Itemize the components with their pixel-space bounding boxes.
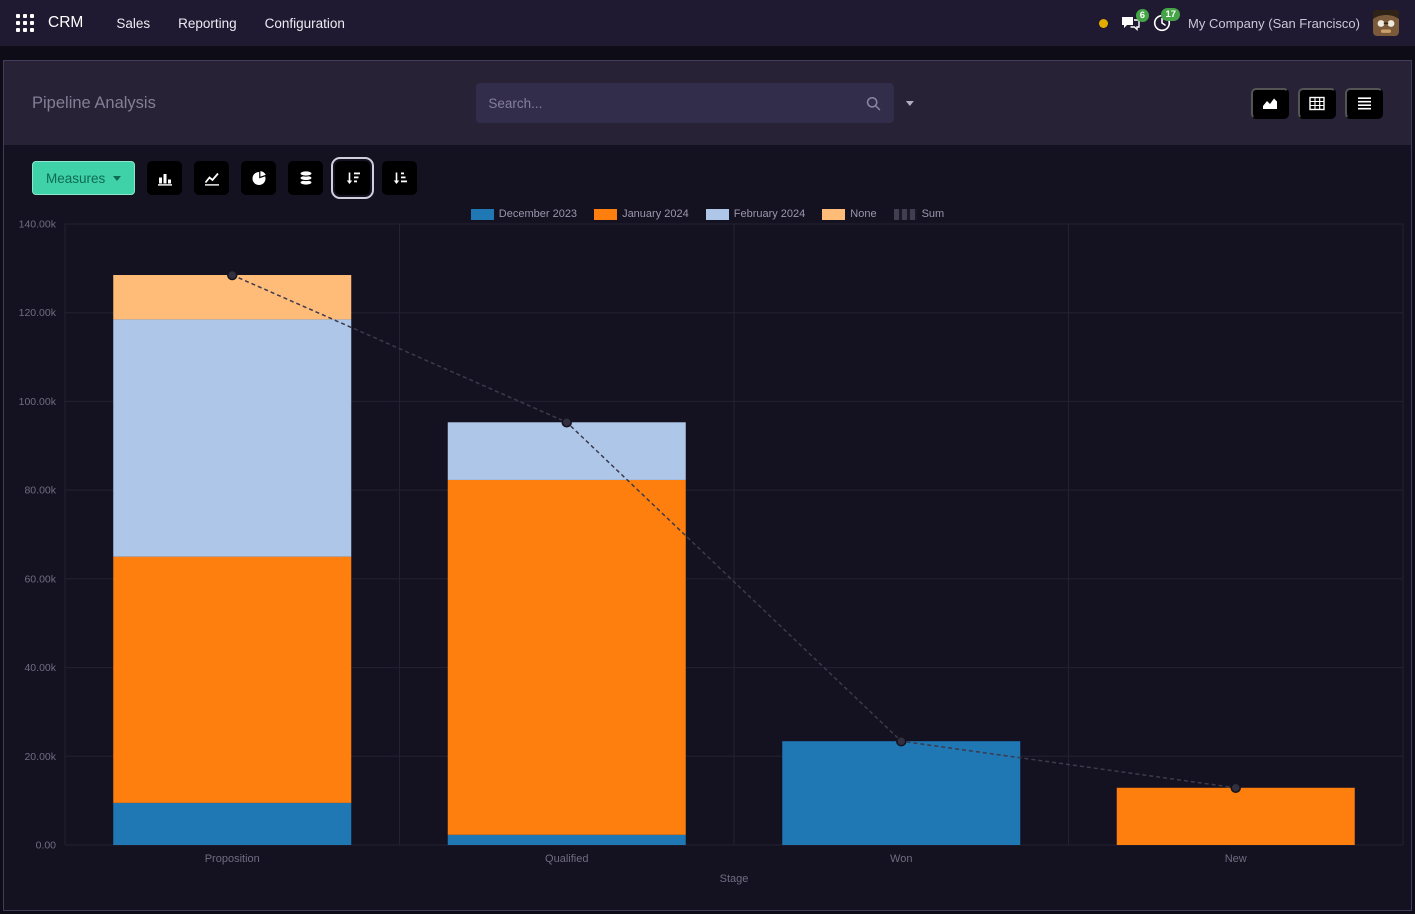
bar-segment[interactable]	[113, 803, 351, 845]
bar-segment[interactable]	[448, 480, 686, 835]
list-icon	[1357, 96, 1372, 110]
action-frame: Pipeline Analysis	[3, 60, 1412, 911]
svg-text:New: New	[1225, 853, 1247, 865]
bar-segment[interactable]	[113, 319, 351, 556]
svg-text:Qualified: Qualified	[545, 853, 588, 865]
pipeline-chart[interactable]: 0.00 20.00k 40.00k 60.00k 80.00k 100.00k 120.0…	[4, 220, 1411, 896]
bar-chart-mode-button[interactable]	[147, 161, 182, 195]
sum-marker[interactable]	[897, 737, 906, 746]
top-navbar: CRM Sales Reporting Configuration 6 17 M…	[0, 0, 1415, 46]
x-axis-title: Stage	[720, 873, 749, 885]
measures-label: Measures	[46, 171, 105, 186]
chart-legend: December 2023 January 2024 February 2024 No…	[4, 208, 1411, 220]
activities-badge: 17	[1161, 8, 1180, 21]
svg-text:140.00k: 140.00k	[19, 220, 57, 231]
bar-segment[interactable]	[782, 741, 1020, 845]
area-chart-icon	[1262, 96, 1278, 111]
sort-descending-icon	[345, 171, 361, 186]
bar-segment[interactable]	[448, 835, 686, 845]
search-icon	[865, 96, 880, 111]
company-switcher[interactable]: My Company (San Francisco)	[1188, 16, 1360, 31]
svg-text:20.00k: 20.00k	[24, 751, 56, 763]
legend-swatch	[471, 209, 494, 220]
sum-marker[interactable]	[1231, 783, 1240, 792]
messages-badge: 6	[1136, 9, 1149, 22]
sum-marker[interactable]	[228, 271, 237, 280]
activity-status-icon[interactable]	[1099, 19, 1108, 28]
search-area	[475, 83, 913, 123]
search-dropdown-toggle[interactable]	[905, 101, 913, 106]
legend-item[interactable]: December 2023	[471, 208, 577, 220]
bar-chart-icon	[157, 171, 173, 186]
stacked-database-icon	[298, 170, 314, 186]
pivot-table-icon	[1309, 96, 1325, 111]
legend-item[interactable]: Sum	[894, 208, 945, 220]
menu-sales[interactable]: Sales	[105, 10, 161, 37]
view-pivot-button[interactable]	[1298, 88, 1336, 119]
svg-text:80.00k: 80.00k	[24, 485, 56, 497]
apps-menu-icon[interactable]	[16, 14, 34, 32]
menu-reporting[interactable]: Reporting	[167, 10, 248, 37]
control-panel: Pipeline Analysis	[4, 61, 1411, 145]
legend-label: Sum	[922, 208, 945, 220]
graph-view: Measures	[4, 145, 1411, 910]
line-chart-icon	[204, 171, 220, 186]
legend-swatch	[894, 209, 917, 220]
legend-label: January 2024	[622, 208, 689, 220]
svg-text:120.00k: 120.00k	[19, 307, 57, 319]
line-chart-mode-button[interactable]	[194, 161, 229, 195]
view-switcher	[1251, 88, 1383, 119]
search-box	[475, 83, 893, 123]
activities-menu[interactable]: 17	[1153, 14, 1171, 32]
search-input[interactable]	[488, 96, 865, 111]
bar-segment[interactable]	[448, 422, 686, 480]
view-list-button[interactable]	[1345, 88, 1383, 119]
svg-text:Won: Won	[890, 853, 912, 865]
chart-area: 0.00 20.00k 40.00k 60.00k 80.00k 100.00k 120.0…	[4, 220, 1411, 910]
bar-segment[interactable]	[113, 557, 351, 803]
systray: 6 17 My Company (San Francisco)	[1099, 10, 1399, 36]
sort-descending-button[interactable]	[335, 161, 370, 195]
sort-ascending-icon	[392, 171, 408, 186]
pie-chart-icon	[251, 170, 267, 186]
legend-item[interactable]: None	[822, 208, 876, 220]
legend-label: None	[850, 208, 876, 220]
svg-text:100.00k: 100.00k	[19, 396, 57, 408]
svg-text:0.00: 0.00	[36, 840, 57, 852]
sort-ascending-button[interactable]	[382, 161, 417, 195]
bar-segment[interactable]	[113, 275, 351, 319]
svg-text:60.00k: 60.00k	[24, 573, 56, 585]
view-graph-button[interactable]	[1251, 88, 1289, 119]
legend-label: December 2023	[499, 208, 577, 220]
legend-swatch	[706, 209, 729, 220]
measures-button[interactable]: Measures	[32, 161, 135, 195]
app-name[interactable]: CRM	[48, 14, 83, 32]
legend-label: February 2024	[734, 208, 806, 220]
legend-swatch	[822, 209, 845, 220]
messages-menu[interactable]: 6	[1121, 15, 1140, 31]
svg-text:Proposition: Proposition	[205, 853, 260, 865]
sum-marker[interactable]	[562, 418, 571, 427]
bar-segment[interactable]	[1117, 788, 1355, 845]
pie-chart-mode-button[interactable]	[241, 161, 276, 195]
legend-item[interactable]: January 2024	[594, 208, 689, 220]
breadcrumb: Pipeline Analysis	[32, 94, 156, 113]
legend-swatch	[594, 209, 617, 220]
svg-text:40.00k: 40.00k	[24, 662, 56, 674]
graph-toolbar: Measures	[4, 145, 1411, 195]
caret-down-icon	[113, 176, 121, 181]
stacked-toggle-button[interactable]	[288, 161, 323, 195]
user-avatar[interactable]	[1373, 10, 1399, 36]
menu-configuration[interactable]: Configuration	[254, 10, 356, 37]
main-menu: Sales Reporting Configuration	[105, 10, 356, 37]
legend-item[interactable]: February 2024	[706, 208, 806, 220]
